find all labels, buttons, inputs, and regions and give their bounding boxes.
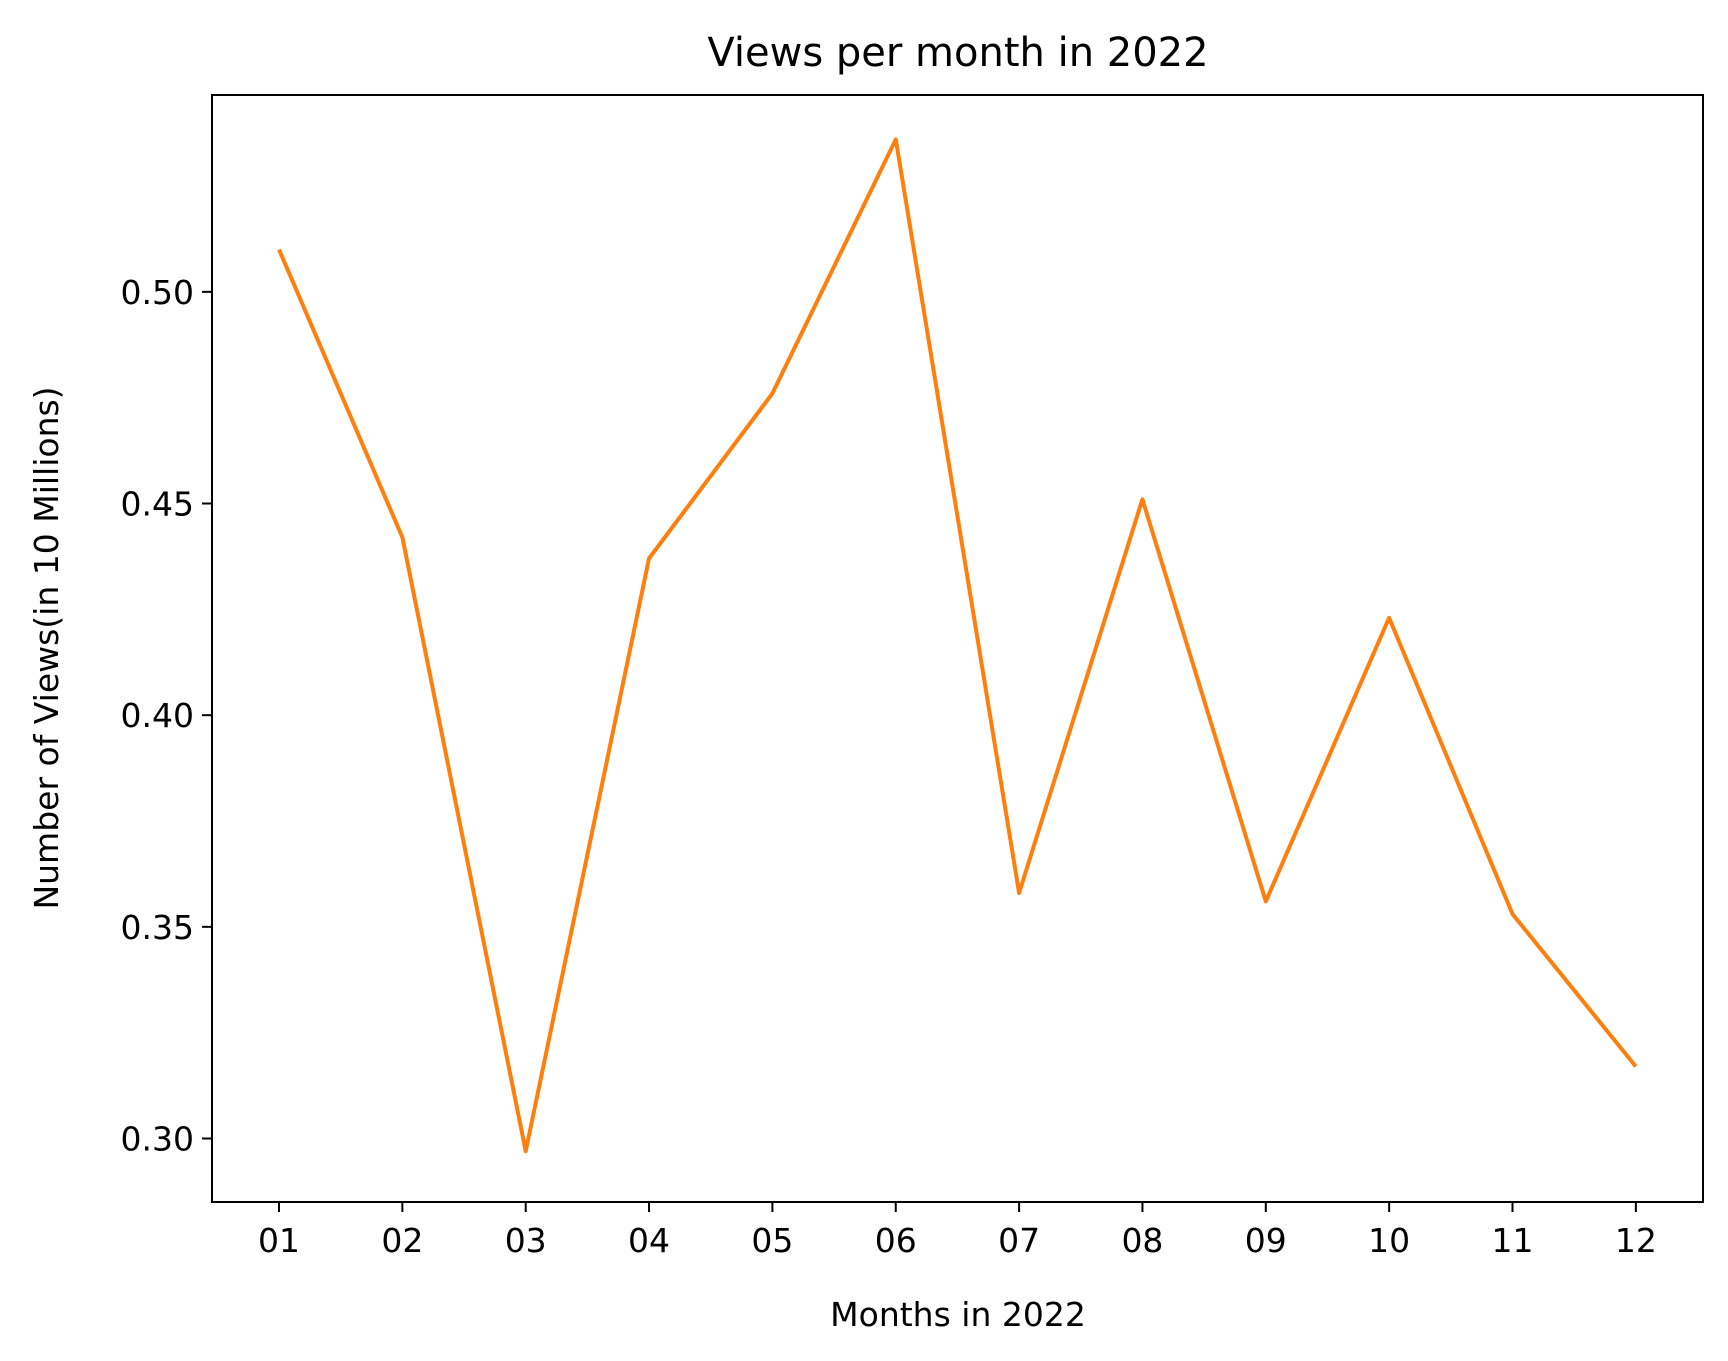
x-axis-ticks: 01 02 03 04 05 06 07 08 09 10 11 12 [258,1202,1657,1260]
plot-frame [211,94,1704,1203]
x-tick-label: 11 [1492,1221,1534,1260]
y-tick-label: 0.35 [121,908,194,947]
y-axis-label: Number of Views(in 10 Millions) [27,386,66,909]
x-axis-label: Months in 2022 [830,1295,1086,1334]
y-tick-label: 0.40 [121,696,194,735]
y-axis-ticks: 0.30 0.35 0.40 0.45 0.50 [121,273,212,1159]
y-tick-label: 0.50 [121,273,194,312]
chart-title: Views per month in 2022 [707,30,1208,76]
y-tick-label: 0.45 [121,485,194,524]
x-tick-label: 05 [751,1221,793,1260]
series-line [277,137,1638,1154]
x-tick-label: 01 [258,1221,300,1260]
y-tick-label: 0.30 [121,1120,194,1159]
x-tick-label: 04 [628,1221,670,1260]
x-tick-label: 02 [381,1221,423,1260]
x-tick-label: 03 [505,1221,547,1260]
x-tick-label: 10 [1368,1221,1410,1260]
plot-area: 0.30 0.35 0.40 0.45 0.50 01 02 03 04 05 06 07 08 09 1… [121,94,1704,1260]
x-tick-label: 12 [1615,1221,1657,1260]
x-tick-label: 07 [998,1221,1040,1260]
x-tick-label: 09 [1245,1221,1287,1260]
series-layer [277,137,1638,1154]
x-tick-label: 06 [875,1221,917,1260]
x-tick-label: 08 [1121,1221,1163,1260]
